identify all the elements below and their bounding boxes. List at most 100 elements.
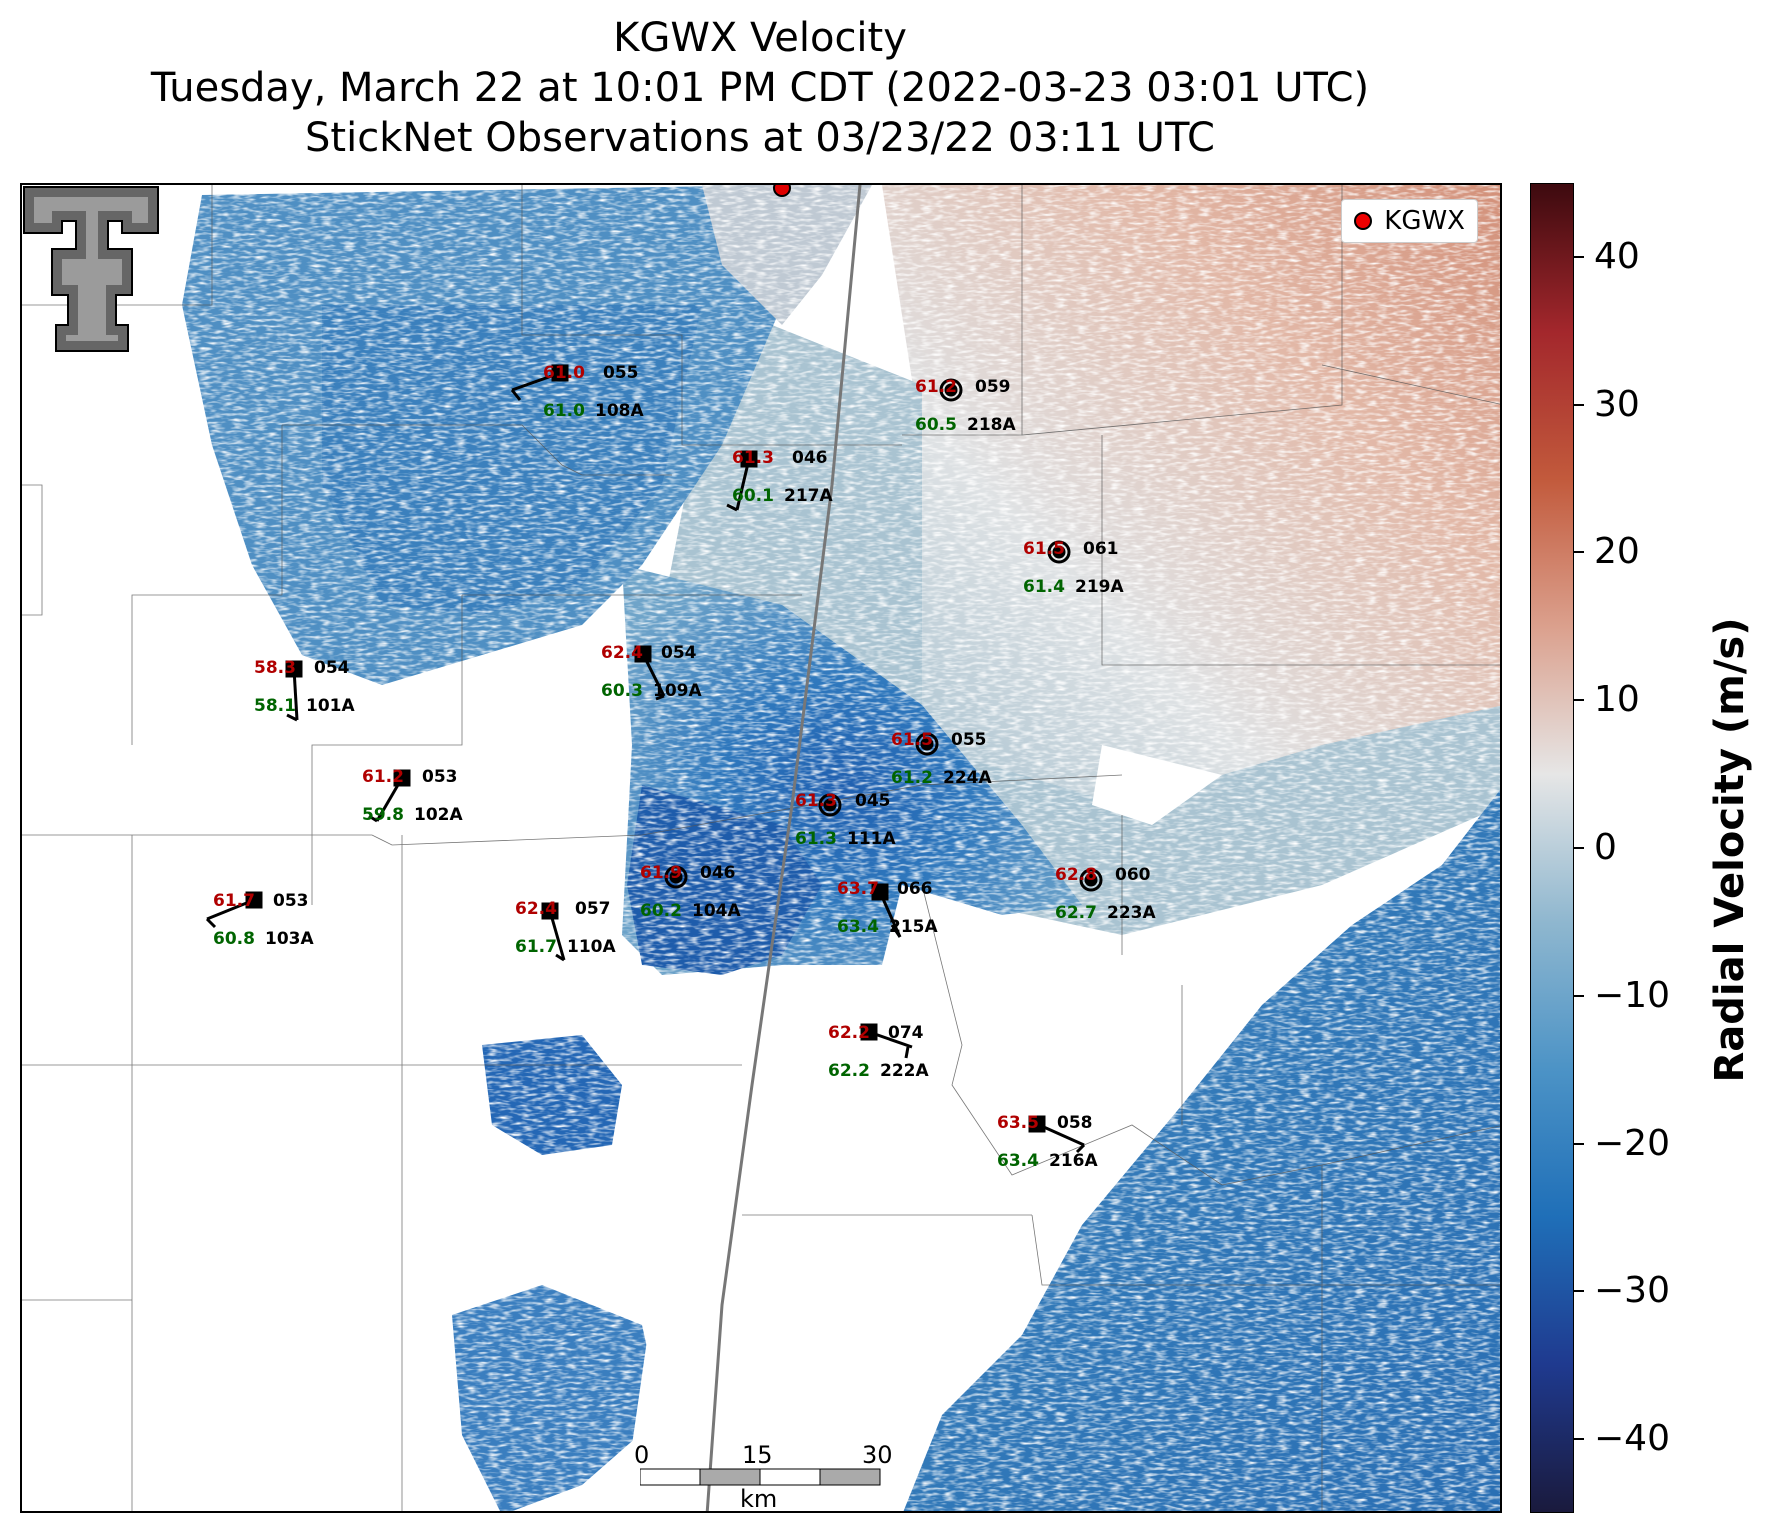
station-id: 104A [692,901,741,921]
title-line-1: KGWX Velocity [613,15,907,61]
colorbar-tick-label: 10 [1594,679,1640,721]
radar-velocity-layer [22,185,1500,1511]
colorbar-tick-mark [1574,1290,1584,1293]
station-dewpoint: 61.2 [891,768,933,788]
colorbar-tick-label: 0 [1594,827,1617,868]
station-temperature: 61.2 [915,377,957,397]
legend-label: KGWX [1384,206,1465,236]
station-dewpoint: 61.4 [1023,577,1065,597]
station-dewpoint: 60.3 [601,681,643,701]
station-id: 222A [880,1061,929,1081]
station-wind-direction: 055 [951,730,987,750]
colorbar-tick-label: 30 [1594,383,1640,425]
station-temperature: 61.3 [795,791,837,811]
radar-map[interactable]: KGWX 61.0 055 61.0 108A 61.3 046 60.1 217A 61.2 0… [20,183,1502,1513]
station-dewpoint: 60.1 [732,486,774,506]
station-dewpoint: 61.3 [795,829,837,849]
station-wind-direction: 074 [888,1023,924,1043]
station-wind-direction: 058 [1057,1113,1093,1133]
station-id: 218A [967,415,1016,435]
station-dewpoint: 61.0 [543,401,585,421]
station-id: 101A [306,696,355,716]
station-wind-direction: 066 [897,879,933,899]
station-id: 223A [1107,903,1156,923]
station-dewpoint: 60.2 [640,901,682,921]
station-dewpoint: 62.2 [828,1061,870,1081]
station-temperature: 63.7 [837,879,879,899]
scale-unit: km [740,1485,778,1513]
station-dewpoint: 60.8 [213,929,255,949]
colorbar-tick-mark [1574,255,1584,258]
station-id: 215A [889,917,938,937]
station-temperature: 61.5 [1023,539,1065,559]
station-wind-direction: 057 [575,899,611,919]
colorbar [1530,183,1574,1513]
station-dewpoint: 63.4 [837,917,879,937]
station-dewpoint: 59.8 [362,805,404,825]
colorbar-tick-label: −30 [1594,1270,1670,1312]
station-temperature: 58.3 [254,658,296,678]
station-temperature: 61.5 [891,730,933,750]
colorbar-tick-mark [1574,699,1584,702]
station-id: 109A [653,681,702,701]
colorbar-tick-mark [1574,403,1584,406]
station-wind-direction: 046 [792,448,828,468]
colorbar-tick-mark [1574,551,1584,554]
title-line-2: Tuesday, March 22 at 10:01 PM CDT (2022-… [150,65,1370,111]
station-temperature: 62.4 [601,643,643,663]
colorbar-tick-mark [1574,847,1584,849]
colorbar-tick-label: −20 [1594,1122,1670,1164]
station-dewpoint: 61.7 [515,937,557,957]
station-wind-direction: 060 [1115,865,1151,885]
station-wind-direction: 059 [975,377,1011,397]
station-dewpoint: 63.4 [997,1151,1039,1171]
station-dewpoint: 58.1 [254,696,296,716]
station-id: 102A [414,805,463,825]
colorbar-tick-label: −10 [1594,974,1670,1016]
station-id: 216A [1049,1151,1098,1171]
station-temperature: 63.5 [997,1113,1039,1133]
station-temperature: 61.2 [362,767,404,787]
colorbar-tick-label: 20 [1594,531,1640,573]
scale-label-30: 30 [862,1441,893,1469]
station-id: 217A [784,486,833,506]
station-temperature: 62.2 [828,1023,870,1043]
colorbar-tick-mark [1574,1438,1584,1441]
station-wind-direction: 054 [661,643,697,663]
station-wind-direction: 055 [603,363,639,383]
station-id: 219A [1075,577,1124,597]
station-temperature: 61.0 [543,363,585,383]
station-temperature: 61.7 [213,891,255,911]
station-wind-direction: 061 [1083,539,1119,559]
scale-bar: 0 15 30 km [634,1441,900,1529]
station-wind-direction: 046 [700,863,736,883]
station-id: 111A [847,829,896,849]
kgwx-legend-dot [1354,212,1373,230]
map-legend: KGWX [1341,199,1478,243]
station-dewpoint: 60.5 [915,415,957,435]
station-temperature: 61.9 [640,863,682,883]
station-dewpoint: 62.7 [1055,903,1097,923]
station-id: 108A [595,401,644,421]
colorbar-label: Radial Velocity (m/s) [1707,617,1753,1083]
station-wind-direction: 054 [314,658,350,678]
colorbar-tick-mark [1574,994,1584,997]
colorbar-tick-mark [1574,1142,1584,1145]
station-wind-direction: 053 [273,891,309,911]
station-id: 103A [265,929,314,949]
station-wind-direction: 053 [422,767,458,787]
scale-label-0: 0 [634,1441,650,1469]
station-temperature: 62.4 [515,899,557,919]
scale-label-15: 15 [742,1441,773,1469]
colorbar-tick-label: 40 [1594,235,1640,277]
colorbar-tick-label: −40 [1594,1418,1670,1460]
title-line-3: StickNet Observations at 03/23/22 03:11 … [305,115,1215,161]
station-temperature: 62.8 [1055,865,1097,885]
station-id: 110A [567,937,616,957]
station-temperature: 61.3 [732,448,774,468]
station-wind-direction: 045 [855,791,891,811]
texas-tech-logo [23,186,159,352]
station-id: 224A [943,768,992,788]
kgwx-radar-marker [773,185,791,197]
station-markers [205,364,1103,1154]
